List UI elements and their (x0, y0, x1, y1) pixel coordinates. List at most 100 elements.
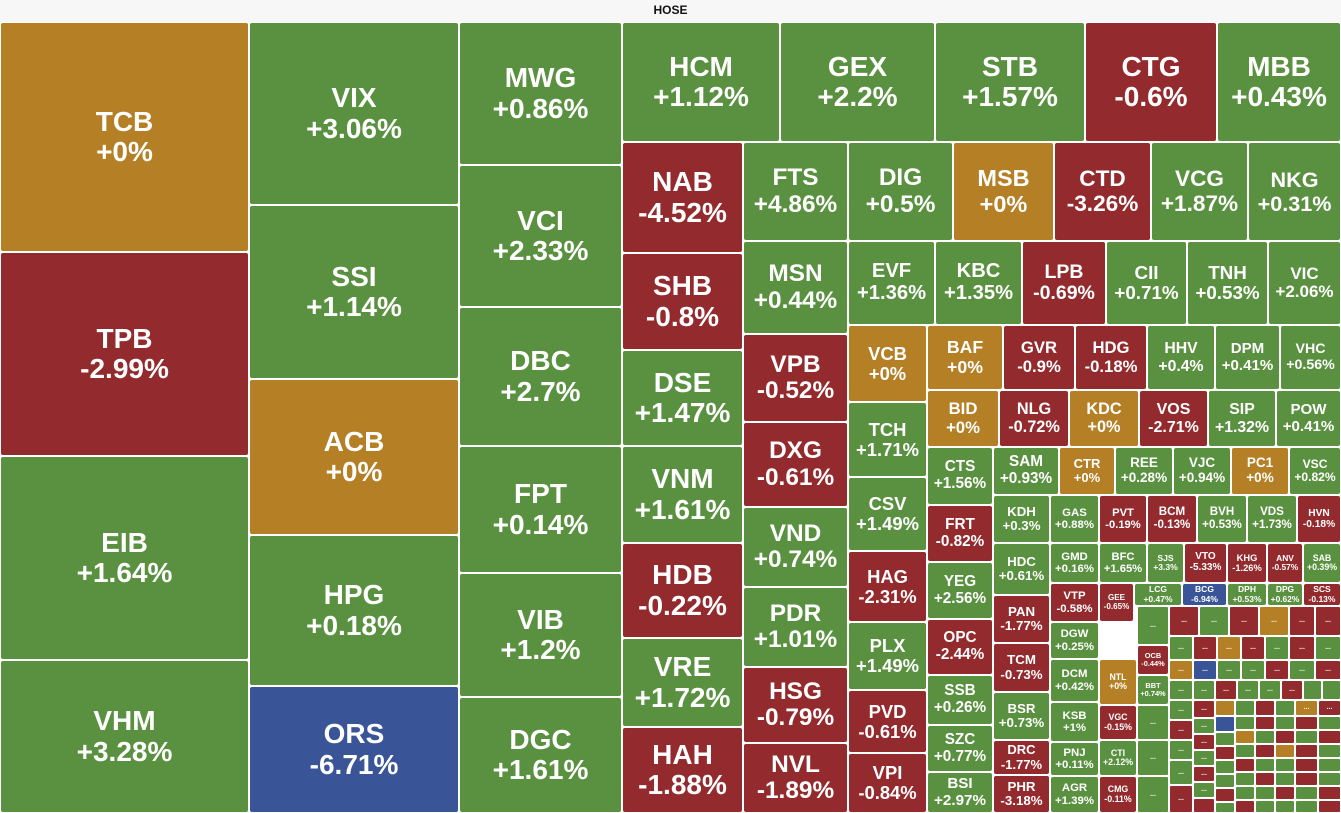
tile-small[interactable] (1255, 700, 1275, 716)
tile-small[interactable]: ... (1315, 660, 1341, 680)
tile-small[interactable]: ... (1137, 740, 1169, 776)
tile-bfc[interactable]: BFC +1.65% (1099, 543, 1147, 583)
tile-eib[interactable]: EIB +1.64% (0, 456, 249, 660)
tile-small[interactable]: ... (1169, 660, 1193, 680)
tile-small[interactable]: ... (1193, 680, 1215, 700)
tile-hdg[interactable]: HDG -0.18% (1075, 325, 1147, 390)
tile-ksb[interactable]: KSB +1% (1050, 702, 1099, 742)
tile-opc[interactable]: OPC -2.44% (927, 619, 993, 675)
tile-shb[interactable]: SHB -0.8% (622, 253, 743, 350)
tile-baf[interactable]: BAF +0% (927, 325, 1003, 390)
tile-dgw[interactable]: DGW +0.25% (1050, 622, 1099, 659)
tile-lcg[interactable]: LCG +0.47% (1134, 583, 1182, 606)
tile-ssb[interactable]: SSB +0.26% (927, 675, 993, 725)
tile-nab[interactable]: NAB -4.52% (622, 142, 743, 253)
tile-dig[interactable]: DIG +0.5% (848, 142, 953, 241)
tile-sjs[interactable]: SJS +3.3% (1147, 543, 1184, 583)
tile-small[interactable]: ... (1259, 606, 1289, 636)
tile-small[interactable] (1235, 700, 1255, 716)
tile-fpt[interactable]: FPT +0.14% (459, 446, 622, 573)
tile-bvh[interactable]: BVH +0.53% (1197, 495, 1247, 543)
tile-small[interactable] (1318, 730, 1341, 744)
tile-small[interactable]: ... (1137, 776, 1169, 813)
tile-mwg[interactable]: MWG +0.86% (459, 22, 622, 165)
tile-kdh[interactable]: KDH +0.3% (993, 495, 1050, 543)
tile-bbt[interactable]: BBT +0.74% (1137, 675, 1169, 705)
tile-gmd[interactable]: GMD +0.16% (1050, 543, 1099, 583)
tile-small[interactable]: ... (1169, 785, 1193, 813)
tile-small[interactable]: ... (1169, 606, 1199, 636)
tile-small[interactable] (1295, 786, 1318, 800)
tile-small[interactable]: ... (1193, 718, 1215, 734)
tile-ree[interactable]: REE +0.28% (1115, 447, 1173, 495)
tile-tcb[interactable]: TCB +0% (0, 22, 249, 252)
tile-vpb[interactable]: VPB -0.52% (743, 334, 848, 422)
tile-small[interactable] (1215, 700, 1235, 716)
tile-pow[interactable]: POW +0.41% (1276, 390, 1341, 447)
tile-small[interactable] (1255, 730, 1275, 744)
tile-gex[interactable]: GEX +2.2% (780, 22, 935, 142)
tile-fts[interactable]: FTS +4.86% (743, 142, 848, 241)
tile-small[interactable]: ... (1215, 680, 1237, 700)
tile-small[interactable]: ... (1193, 782, 1215, 798)
tile-small[interactable] (1275, 700, 1295, 716)
tile-small[interactable] (1275, 758, 1295, 772)
tile-dgc[interactable]: DGC +1.61% (459, 697, 622, 813)
tile-bid[interactable]: BID +0% (927, 390, 999, 447)
tile-small[interactable]: ... (1137, 705, 1169, 740)
tile-small[interactable]: ... (1169, 700, 1193, 720)
tile-small[interactable]: ... (1241, 660, 1265, 680)
tile-cti[interactable]: CTI +2.12% (1099, 740, 1137, 776)
tile-dcm[interactable]: DCM +0.42% (1050, 659, 1099, 702)
tile-small[interactable]: ... (1237, 680, 1259, 700)
tile-vci[interactable]: VCI +2.33% (459, 165, 622, 307)
tile-hhv[interactable]: HHV +0.4% (1147, 325, 1215, 390)
tile-ocb[interactable]: OCB -0.44% (1137, 645, 1169, 675)
tile-small[interactable]: ... (1217, 636, 1241, 660)
tile-vcb[interactable]: VCB +0% (848, 325, 927, 402)
tile-msn[interactable]: MSN +0.44% (743, 241, 848, 334)
tile-small[interactable]: ... (1259, 680, 1281, 700)
tile-small[interactable] (1215, 760, 1235, 774)
tile-mbb[interactable]: MBB +0.43% (1217, 22, 1341, 142)
tile-dph[interactable]: DPH +0.53% (1227, 583, 1267, 606)
tile-small[interactable] (1193, 798, 1215, 813)
tile-hdc[interactable]: HDC +0.61% (993, 543, 1050, 595)
tile-small[interactable] (1322, 680, 1341, 700)
tile-bsi[interactable]: BSI +2.97% (927, 772, 993, 813)
tile-hdb[interactable]: HDB -0.22% (622, 543, 743, 638)
tile-small[interactable]: ... (1281, 680, 1303, 700)
tile-hpg[interactable]: HPG +0.18% (249, 535, 459, 686)
tile-stb[interactable]: STB +1.57% (935, 22, 1085, 142)
tile-cmg[interactable]: CMG -0.11% (1099, 776, 1137, 813)
tile-pdr[interactable]: PDR +1.01% (743, 587, 848, 667)
tile-ctr[interactable]: CTR +0% (1059, 447, 1115, 495)
tile-small[interactable] (1215, 716, 1235, 732)
tile-small[interactable]: ... (1193, 766, 1215, 782)
tile-small[interactable] (1295, 772, 1318, 786)
tile-tnh[interactable]: TNH +0.53% (1187, 241, 1268, 325)
tile-small[interactable]: ... (1169, 720, 1193, 740)
tile-phr[interactable]: PHR -3.18% (993, 775, 1050, 813)
tile-small[interactable] (1255, 800, 1275, 813)
tile-gee[interactable]: GEE -0.65% (1099, 583, 1134, 622)
tile-small[interactable] (1275, 800, 1295, 813)
tile-small[interactable]: ... (1318, 700, 1341, 716)
tile-small[interactable] (1275, 716, 1295, 730)
tile-msb[interactable]: MSB +0% (953, 142, 1054, 241)
tile-small[interactable] (1275, 744, 1295, 758)
tile-small[interactable]: ... (1265, 636, 1289, 660)
tile-small[interactable]: ... (1289, 636, 1315, 660)
tile-small[interactable]: ... (1169, 740, 1193, 760)
tile-pvd[interactable]: PVD -0.61% (848, 690, 927, 753)
tile-small[interactable] (1215, 732, 1235, 746)
tile-vgc[interactable]: VGC -0.15% (1099, 705, 1137, 740)
tile-anv[interactable]: ANV -0.57% (1267, 543, 1303, 583)
tile-small[interactable]: ... (1265, 660, 1289, 680)
tile-small[interactable]: ... (1295, 700, 1318, 716)
tile-small[interactable]: ... (1289, 660, 1315, 680)
tile-vtp[interactable]: VTP -0.58% (1050, 583, 1099, 622)
tile-pan[interactable]: PAN -1.77% (993, 595, 1050, 643)
tile-small[interactable] (1318, 800, 1341, 813)
tile-small[interactable] (1215, 788, 1235, 802)
